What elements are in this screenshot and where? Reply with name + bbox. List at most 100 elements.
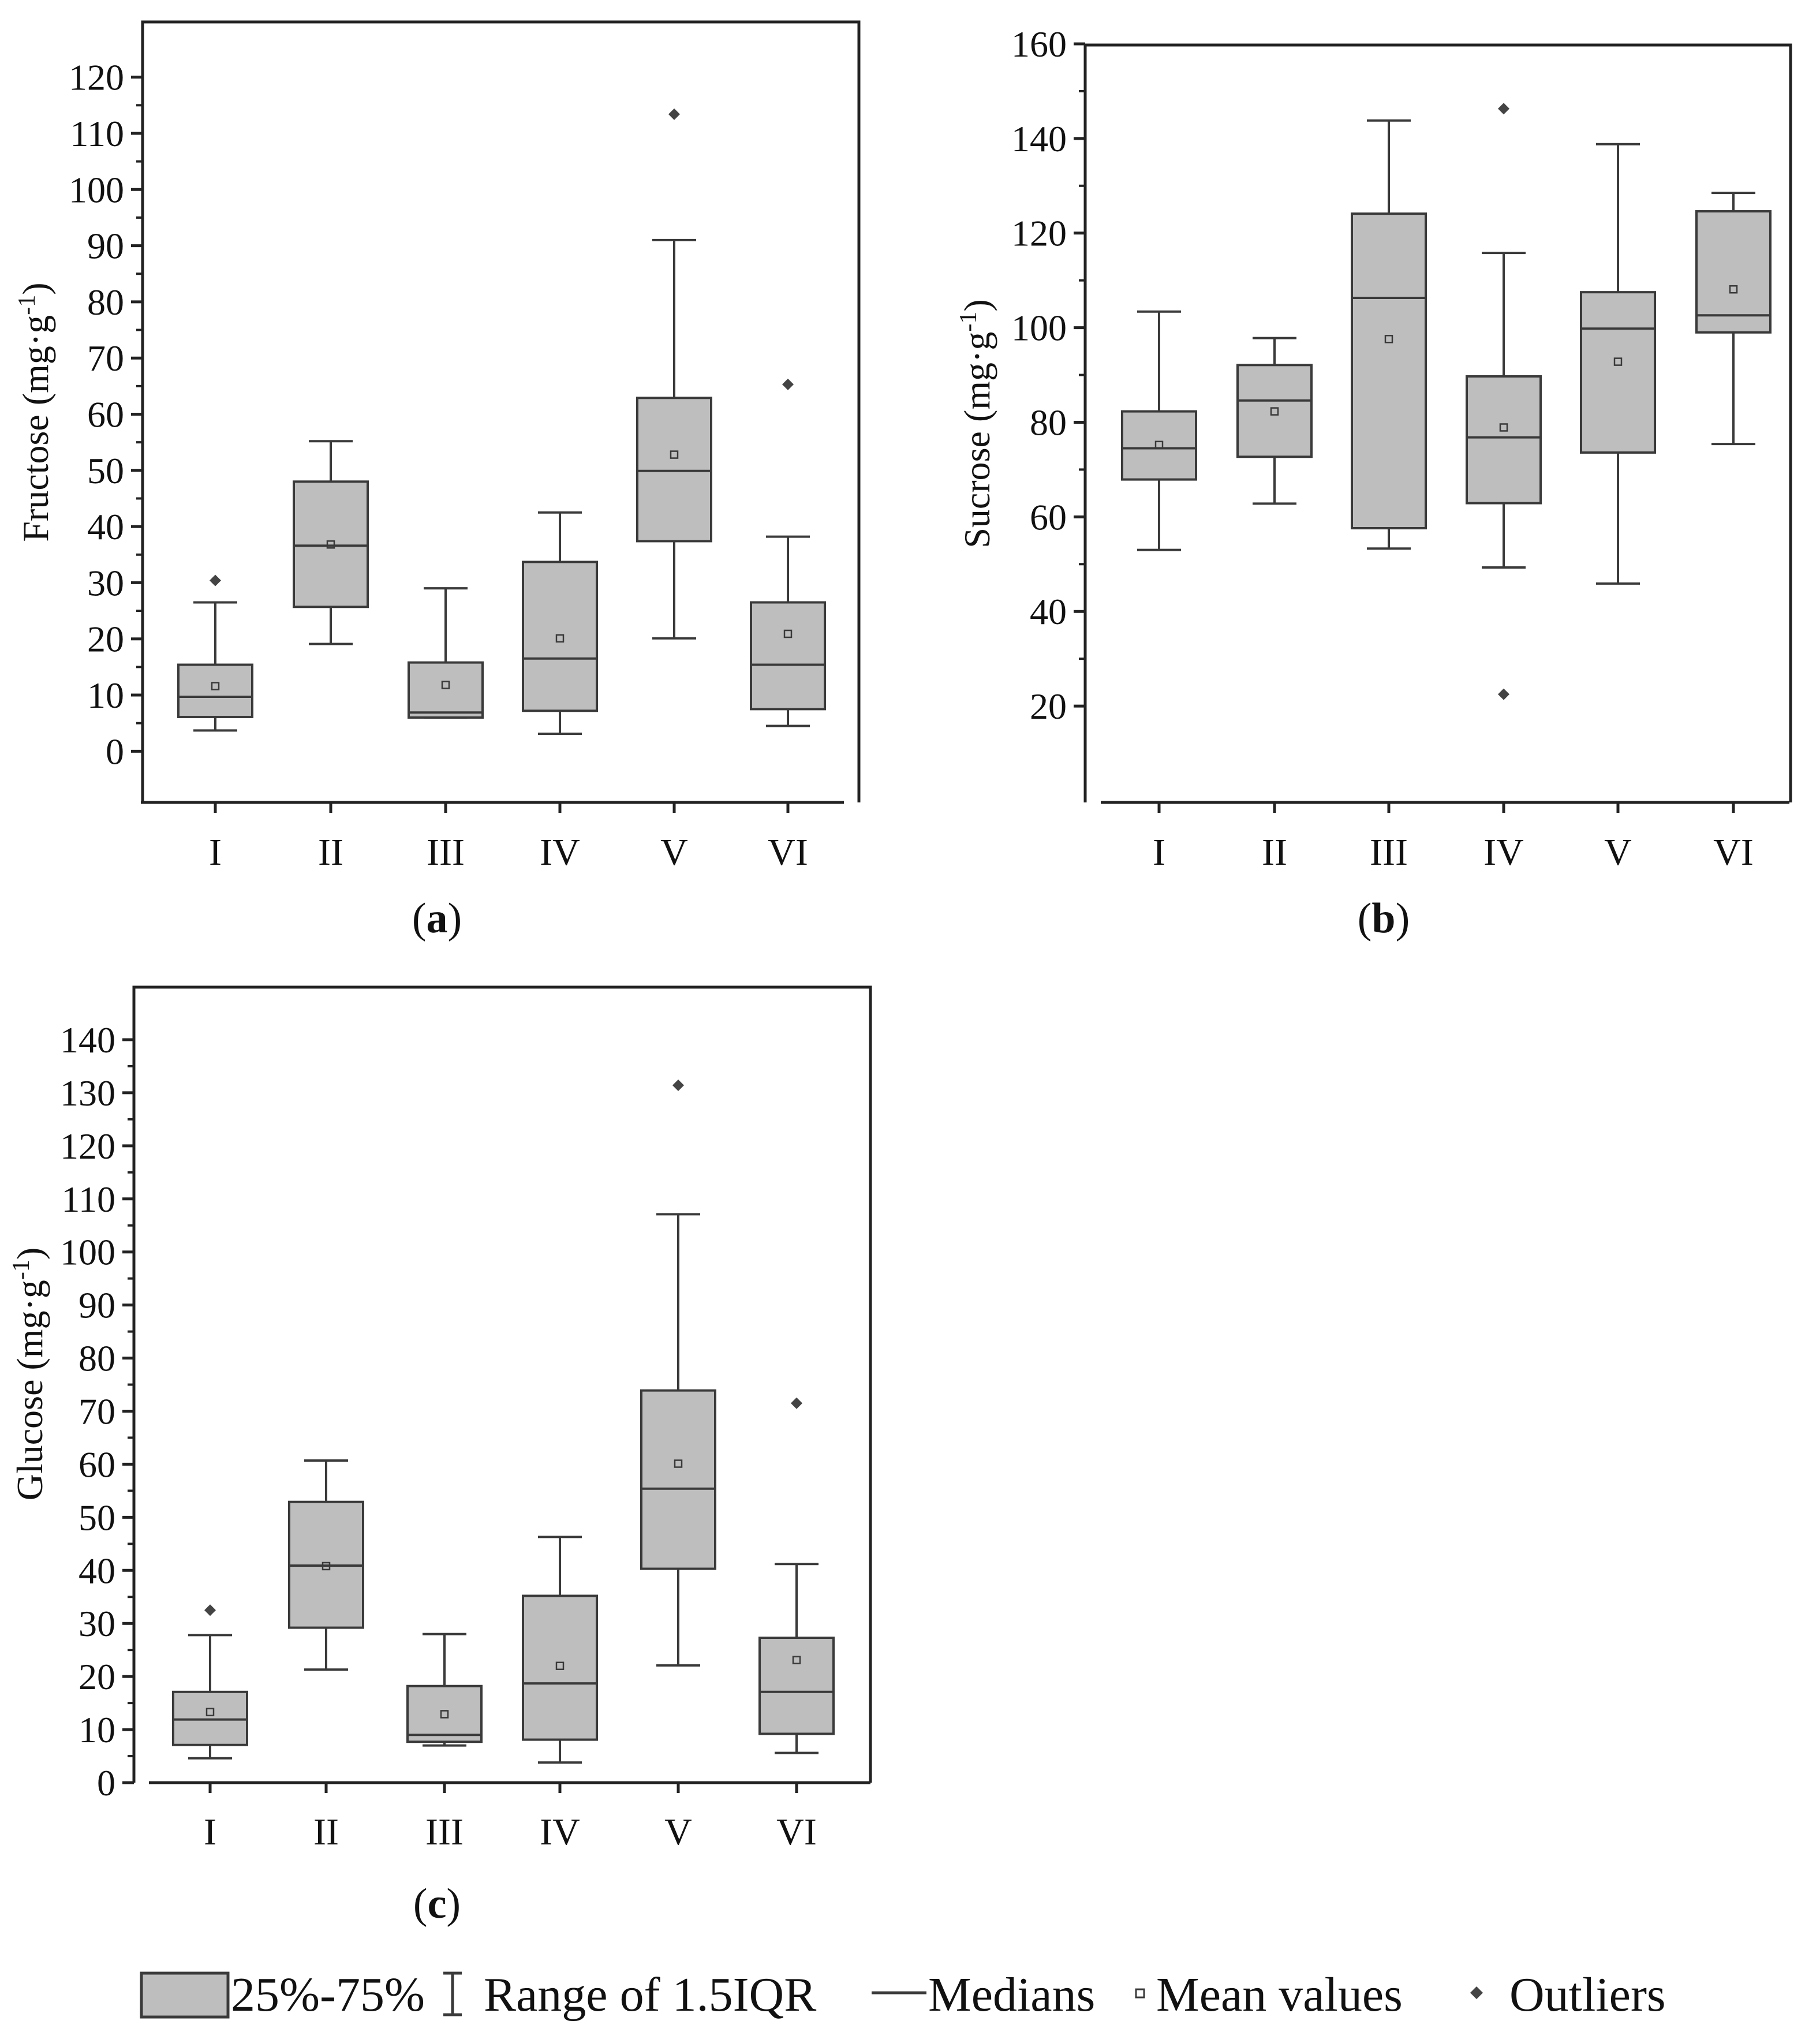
category-label: V [660, 831, 688, 873]
mean-marker [326, 540, 335, 549]
y-tick-label: 20 [87, 619, 124, 660]
category-label: I [1153, 831, 1165, 873]
box-I [177, 574, 253, 732]
mean-marker [555, 1661, 565, 1671]
category-label: II [318, 831, 343, 873]
panel-label-letter: c [428, 1880, 447, 1928]
legend-outlier-icon [1470, 1986, 1483, 1999]
panel-label-close: ) [448, 895, 462, 942]
y-tick-label: 30 [79, 1603, 115, 1644]
box-VI [750, 378, 826, 727]
iqr-box [758, 1637, 835, 1735]
y-tick-label: 100 [60, 1232, 115, 1273]
y-tick-label: 140 [60, 1019, 115, 1060]
box-V [640, 1080, 716, 1667]
iqr-box [1121, 410, 1197, 481]
legend-outliers-label: Outliers [1509, 1968, 1666, 2022]
mean-marker [783, 629, 793, 638]
y-tick-label: 0 [106, 731, 124, 772]
legend-mean-label: Mean values [1156, 1968, 1403, 2022]
y-tick-label: 20 [1030, 686, 1067, 727]
y-tick-label: 90 [87, 226, 124, 267]
panel-label-letter: a [427, 895, 448, 942]
category-label: V [664, 1811, 692, 1853]
category-label: IV [540, 831, 580, 873]
y-tick-label: 90 [79, 1285, 115, 1326]
legend-box-label: 25%-75% [231, 1968, 425, 2022]
outlier-point [1498, 103, 1509, 115]
category-label: V [1604, 831, 1632, 873]
legend-range-icon [443, 1971, 462, 2016]
category-label: I [209, 831, 222, 873]
iqr-box [522, 1594, 598, 1741]
mean-marker [1270, 407, 1279, 416]
box-I [1121, 310, 1197, 551]
box-III [406, 1633, 483, 1747]
iqr-box [1236, 364, 1313, 458]
box-III [1351, 119, 1427, 550]
iqr-box [406, 1685, 483, 1743]
y-axis-label-main: Glucose (mg·g [9, 1280, 50, 1500]
y-tick-label: 40 [79, 1550, 115, 1591]
y-tick-label: 30 [87, 562, 124, 603]
mean-marker [205, 1708, 215, 1716]
iqr-box [640, 1389, 716, 1570]
panel-label-open: ( [412, 895, 427, 942]
y-axis-label-exponent: -1 [955, 312, 982, 332]
mean-marker [1729, 285, 1738, 294]
box-V [636, 108, 712, 640]
chart-panel-a: 0 10 20 30 40 50 60 70 80 90 100 110 120 Fructose (mg… [14, 20, 861, 942]
iqr-box [636, 397, 712, 543]
y-tick-label: 20 [79, 1656, 115, 1697]
panel-label-letter: b [1371, 895, 1395, 942]
iqr-box [177, 663, 253, 718]
outlier-point [791, 1397, 802, 1409]
mean-marker [440, 1710, 449, 1719]
y-tick-label: 80 [79, 1338, 115, 1379]
y-tick-label: 120 [1011, 213, 1067, 254]
y-tick-label: 0 [97, 1762, 115, 1803]
category-label: VI [776, 1811, 817, 1853]
iqr-box [1351, 212, 1427, 529]
mean-marker [1499, 423, 1508, 432]
y-tick-label: 10 [87, 675, 124, 716]
panel-label-close: ) [1396, 895, 1410, 942]
outlier-point [210, 574, 221, 587]
y-tick-label: 110 [70, 113, 124, 154]
y-tick-label: 120 [60, 1126, 115, 1167]
y-tick-label: 160 [1011, 24, 1067, 65]
y-axis-label-close: ) [15, 282, 56, 294]
mean-marker [674, 1459, 683, 1468]
iqr-box [408, 661, 484, 719]
category-label: VI [1713, 831, 1754, 873]
box-IV [522, 511, 598, 735]
legend-mean-icon [1135, 1988, 1145, 1999]
mean-marker [792, 1656, 801, 1664]
y-axis-label-exponent: -1 [14, 295, 40, 315]
category-label: VI [768, 831, 808, 873]
y-axis-label-close: ) [9, 1248, 50, 1260]
mean-marker [211, 682, 220, 690]
category-label: IV [1483, 831, 1524, 873]
iqr-box [293, 480, 369, 608]
y-tick-label: 100 [69, 169, 124, 210]
legend-medians-label: Medians [928, 1968, 1095, 2022]
panel-label: (b) [1358, 895, 1410, 942]
y-tick-label: 60 [87, 394, 124, 435]
y-tick-label: 60 [79, 1444, 115, 1485]
y-tick-label: 100 [1011, 308, 1067, 349]
mean-marker [670, 450, 679, 459]
mean-marker [1613, 357, 1623, 366]
y-tick-label: 110 [61, 1179, 115, 1220]
outlier-point [668, 108, 680, 120]
legend: 25%-75% Range of 1.5IQR Medians Mean val… [140, 1968, 1666, 2022]
y-tick-label: 80 [87, 282, 124, 323]
legend-box-swatch [140, 1971, 230, 2019]
y-tick-label: 60 [1030, 496, 1067, 537]
box-I [172, 1604, 248, 1760]
y-tick-label: 10 [79, 1709, 115, 1750]
mean-marker [1154, 440, 1164, 450]
chart-panel-c: 0 10 20 30 40 50 60 70 80 90 100 110 120 130 140 Glucos… [8, 985, 872, 1928]
